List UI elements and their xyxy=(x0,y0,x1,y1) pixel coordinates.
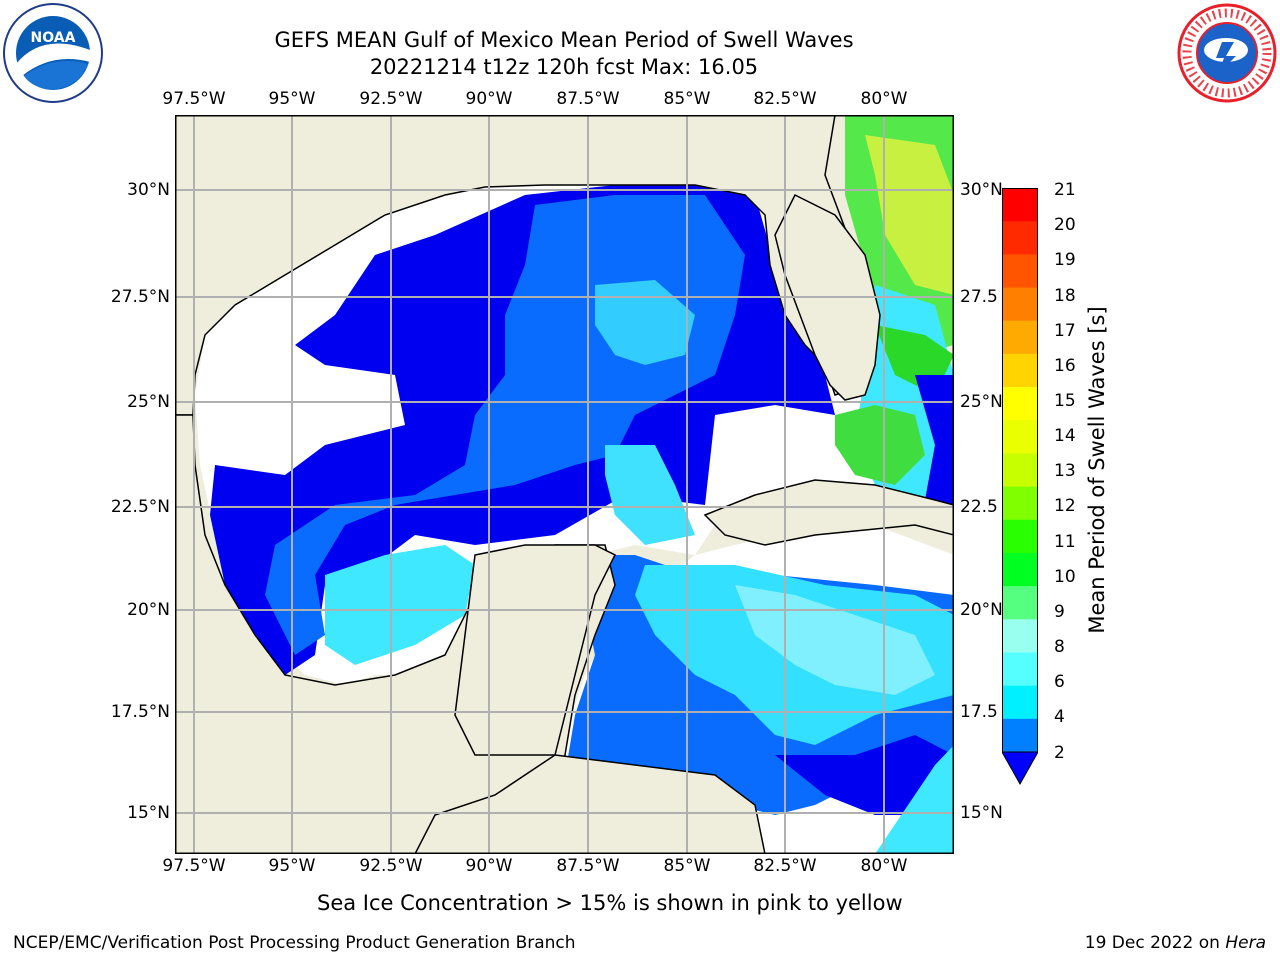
svg-text:NOAA: NOAA xyxy=(31,30,76,46)
lon-tick-top: 82.5°W xyxy=(753,89,817,109)
lon-tick-top: 95°W xyxy=(268,89,316,109)
colorbar-tick: 15 xyxy=(1054,391,1076,411)
nws-logo-icon xyxy=(1176,2,1278,104)
map-plot xyxy=(175,115,954,854)
atlantic-swell-dark xyxy=(915,375,954,505)
lat-tick-left: 27.5°N xyxy=(110,287,170,307)
lon-tick-top: 80°W xyxy=(860,89,908,109)
lon-tick-bottom: 97.5°W xyxy=(162,856,226,876)
yucatan-land xyxy=(454,544,617,756)
colorbar-tick: 9 xyxy=(1054,602,1065,622)
colorbar-band xyxy=(1002,685,1038,720)
lon-tick-top: 97.5°W xyxy=(162,89,226,109)
colorbar-tick: 14 xyxy=(1054,426,1076,446)
lat-tick-left: 20°N xyxy=(127,600,170,620)
lat-tick-right: 22.5 xyxy=(960,497,998,517)
colorbar-extend-arrow xyxy=(1002,751,1038,786)
colorbar xyxy=(1002,188,1038,786)
colorbar-tick: 6 xyxy=(1054,672,1065,692)
lat-tick-left: 17.5°N xyxy=(110,702,170,722)
colorbar-band xyxy=(1002,486,1038,521)
caribbean-se-swell-cyan xyxy=(875,745,954,854)
lon-tick-top: 85°W xyxy=(663,89,711,109)
lat-tick-left: 25°N xyxy=(127,392,170,412)
lat-tick-left: 30°N xyxy=(127,180,170,200)
colorbar-band xyxy=(1002,718,1038,753)
lat-tick-right: 25°N xyxy=(960,392,1003,412)
lon-tick-bottom: 82.5°W xyxy=(753,856,817,876)
lon-tick-top: 92.5°W xyxy=(359,89,423,109)
footer-right: 19 Dec 2022 on Hera xyxy=(1085,933,1266,953)
colorbar-tick: 21 xyxy=(1054,180,1076,200)
map-grid xyxy=(175,115,954,854)
footer-host: Hera xyxy=(1225,933,1266,953)
colorbar-tick: 13 xyxy=(1054,461,1076,481)
colorbar-tick: 20 xyxy=(1054,215,1076,235)
lat-tick-right: 20°N xyxy=(960,600,1003,620)
lat-tick-left: 22.5°N xyxy=(110,497,170,517)
lat-tick-left: 15°N xyxy=(127,803,170,823)
straits-swell-light xyxy=(605,445,695,545)
colorbar-band xyxy=(1002,453,1038,488)
lon-tick-top: 87.5°W xyxy=(556,89,620,109)
colorbar-tick: 2 xyxy=(1054,743,1065,763)
colorbar-band xyxy=(1002,519,1038,554)
colorbar-tick: 19 xyxy=(1054,250,1076,270)
colorbar-band xyxy=(1002,420,1038,454)
footer-date: 19 Dec 2022 on xyxy=(1084,933,1226,953)
colorbar-band xyxy=(1002,387,1038,421)
colorbar-tick: 11 xyxy=(1054,532,1076,552)
colorbar-band xyxy=(1002,254,1038,289)
lon-tick-bottom: 87.5°W xyxy=(556,856,620,876)
colorbar-band xyxy=(1002,619,1038,653)
lon-tick-bottom: 92.5°W xyxy=(359,856,423,876)
colorbar-tick: 16 xyxy=(1054,356,1076,376)
colorbar-band xyxy=(1002,320,1038,355)
colorbar-border xyxy=(1002,188,1038,753)
lat-tick-right: 15°N xyxy=(960,803,1003,823)
caribbean-swell-dark xyxy=(775,735,954,815)
colorbar-band xyxy=(1002,188,1038,222)
colorbar-band xyxy=(1002,652,1038,687)
colorbar-band xyxy=(1002,552,1038,587)
lat-tick-right: 30°N xyxy=(960,180,1003,200)
colorbar-tick: 17 xyxy=(1054,321,1076,341)
gulf-swell-light xyxy=(595,280,695,365)
lon-tick-bottom: 95°W xyxy=(268,856,316,876)
colorbar-tick: 8 xyxy=(1054,637,1065,657)
colorbar-band xyxy=(1002,353,1038,388)
sea-ice-note: Sea Ice Concentration > 15% is shown in … xyxy=(317,891,903,915)
footer-left: NCEP/EMC/Verification Post Processing Pr… xyxy=(13,933,576,953)
lat-tick-right: 17.5 xyxy=(960,702,998,722)
colorbar-band xyxy=(1002,221,1038,255)
lon-tick-bottom: 85°W xyxy=(663,856,711,876)
lon-tick-top: 90°W xyxy=(465,89,513,109)
colorbar-tick: 4 xyxy=(1054,707,1065,727)
bahamas-swell-green xyxy=(835,405,925,485)
colorbar-band xyxy=(1002,586,1038,620)
lon-tick-bottom: 90°W xyxy=(465,856,513,876)
lat-tick-right: 27.5 xyxy=(960,287,998,307)
atlantic-swell-yellowgreen xyxy=(865,135,954,295)
colorbar-label: Mean Period of Swell Waves [s] xyxy=(1085,306,1109,634)
noaa-logo-icon: NOAA xyxy=(2,2,104,104)
colorbar-tick: 18 xyxy=(1054,286,1076,306)
chart-subtitle: 20221214 t12z 120h fcst Max: 16.05 xyxy=(369,55,759,79)
cuba-land xyxy=(703,479,954,546)
bay-swell-light xyxy=(325,545,475,665)
central-america-land xyxy=(414,754,766,854)
colorbar-band xyxy=(1002,287,1038,322)
colorbar-tick: 12 xyxy=(1054,496,1076,516)
chart-title: GEFS MEAN Gulf of Mexico Mean Period of … xyxy=(274,28,854,52)
colorbar-tick: 10 xyxy=(1054,567,1076,587)
lon-tick-bottom: 80°W xyxy=(860,856,908,876)
